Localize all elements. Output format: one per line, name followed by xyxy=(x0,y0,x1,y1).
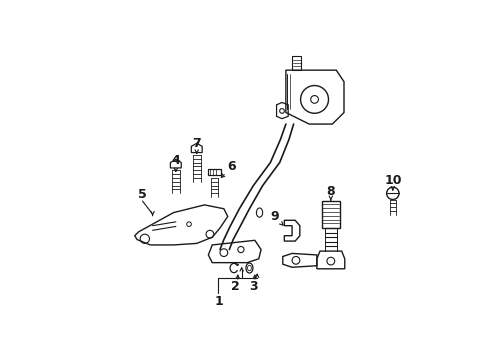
Text: 10: 10 xyxy=(383,174,401,187)
Text: 3: 3 xyxy=(248,280,257,293)
Text: 2: 2 xyxy=(231,280,240,293)
Text: 8: 8 xyxy=(326,185,334,198)
Text: 7: 7 xyxy=(192,137,201,150)
Text: 6: 6 xyxy=(227,160,235,173)
Text: 4: 4 xyxy=(171,154,180,167)
Text: 1: 1 xyxy=(214,294,223,308)
Text: 9: 9 xyxy=(269,210,278,223)
Text: 5: 5 xyxy=(138,188,146,201)
